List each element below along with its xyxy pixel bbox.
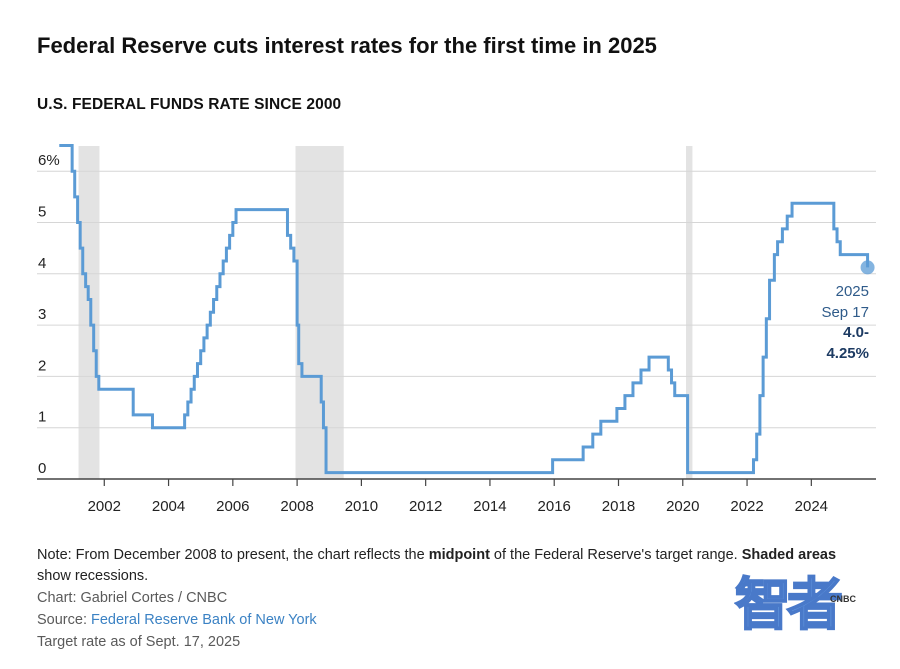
annotation-value-2: 4.25% (826, 345, 869, 362)
chart-title: U.S. FEDERAL FUNDS RATE SINCE 2000 (37, 96, 342, 113)
x-tick-label: 2014 (473, 498, 506, 515)
y-tick-label: 5 (38, 204, 46, 221)
source-line: Source: Federal Reserve Bank of New York (37, 612, 317, 628)
x-tick-label: 2008 (280, 498, 313, 515)
x-tick-label: 2002 (88, 498, 121, 515)
annotation-year: 2025 (836, 283, 869, 300)
gridlines (37, 170, 876, 480)
source-link[interactable]: Federal Reserve Bank of New York (91, 612, 317, 628)
annotation-date: Sep 17 (821, 304, 869, 321)
chart-credit: Chart: Gabriel Cortes / CNBC (37, 590, 228, 606)
endpoint-annotation: 2025 Sep 17 4.0- 4.25% (821, 260, 875, 362)
x-tick-label: 2006 (216, 498, 249, 515)
x-tick-label: 2022 (730, 498, 763, 515)
as-of-date: Target rate as of Sept. 17, 2025 (37, 634, 241, 650)
x-tick-label: 2020 (666, 498, 699, 515)
x-tick-label: 2016 (538, 498, 571, 515)
y-tick-label: 0 (38, 460, 46, 477)
y-axis-ticks: 0 1 2 3 4 5 6% (38, 152, 60, 477)
watermark-logo: 智者 CNBC (734, 560, 885, 655)
x-tick-label: 2004 (152, 498, 185, 515)
recession-band-2 (295, 146, 344, 479)
watermark-chars: 智者 (734, 571, 844, 639)
annotation-value-1: 4.0- (843, 324, 869, 341)
y-tick-label: 4 (38, 255, 46, 272)
line-chart: 0 1 2 3 4 5 6% 2002 2004 2006 2008 2010 2012 2014 201… (37, 144, 876, 515)
recession-bands (78, 146, 693, 479)
chart-footer: Note: From December 2008 to present, the… (37, 545, 837, 653)
x-tick-label: 2012 (409, 498, 442, 515)
x-axis-ticks: 2002 2004 2006 2008 2010 2012 2014 2016 2018 2020… (88, 479, 828, 515)
recession-band-3 (685, 146, 693, 479)
note-text: Note: From December 2008 to present, the… (37, 547, 837, 584)
y-tick-label: 1 (38, 409, 46, 426)
series-lines (59, 144, 870, 475)
endpoint-marker (860, 260, 875, 275)
recession-band-1 (78, 146, 100, 479)
x-tick-label: 2010 (345, 498, 378, 515)
watermark-brand: CNBC (830, 594, 856, 604)
x-tick-label: 2018 (602, 498, 635, 515)
y-tick-label: 3 (38, 306, 46, 323)
headline: Federal Reserve cuts interest rates for … (37, 33, 657, 58)
y-tick-label: 2 (38, 357, 46, 374)
x-tick-label: 2024 (795, 498, 828, 515)
series-line (59, 144, 870, 475)
y-tick-label: 6% (38, 152, 60, 169)
